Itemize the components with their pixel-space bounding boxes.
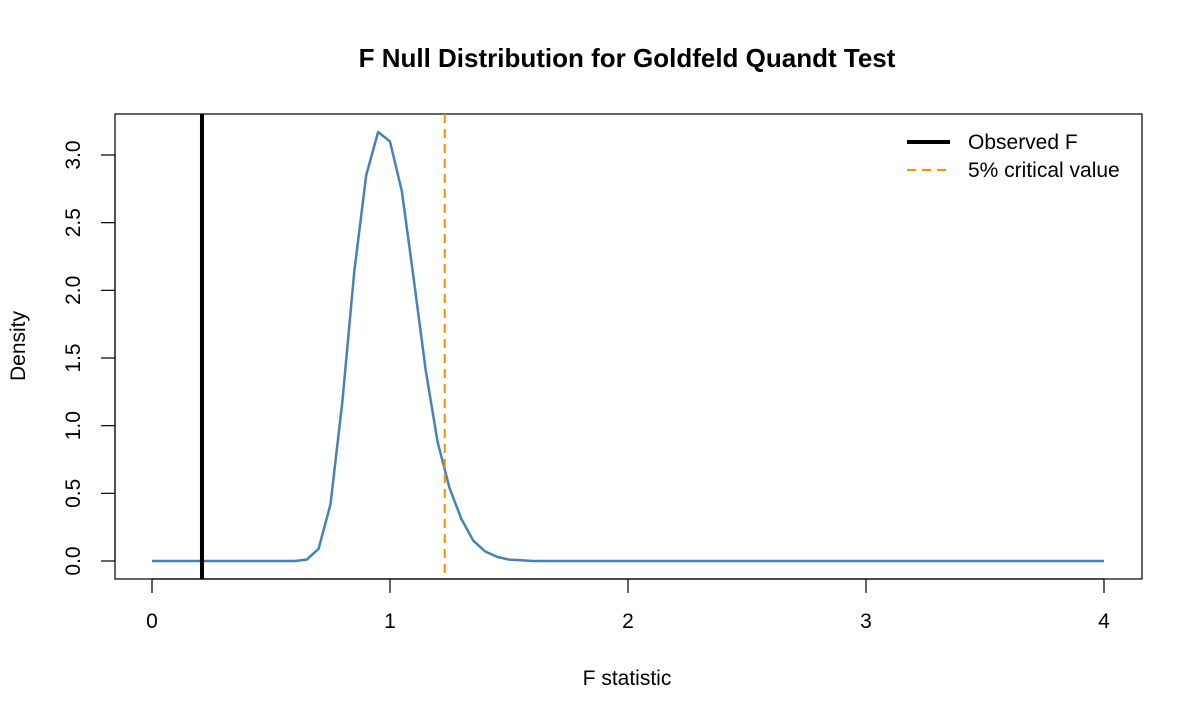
legend-label: Observed F [968, 131, 1078, 154]
y-tick-label: 0.5 [62, 479, 85, 508]
chart-title: F Null Distribution for Goldfeld Quandt … [359, 43, 896, 73]
x-tick-label: 4 [1098, 610, 1110, 633]
plot-content [152, 114, 1104, 579]
y-tick-label: 1.0 [62, 411, 85, 440]
density-curve [152, 130, 1104, 563]
legend: Observed F 5% critical value [907, 131, 1120, 182]
x-axis: 0 1 2 3 4 [146, 578, 1110, 633]
x-tick-label: 2 [622, 610, 634, 633]
x-tick-label: 0 [146, 610, 158, 633]
y-tick-label: 2.5 [62, 208, 85, 237]
y-tick-label: 1.5 [62, 343, 85, 372]
x-axis-label: F statistic [583, 667, 672, 690]
plot-frame [114, 113, 1143, 580]
y-tick-label: 3.0 [62, 140, 85, 169]
legend-label: 5% critical value [968, 159, 1120, 182]
x-tick-label: 3 [860, 610, 872, 633]
y-tick-label: 2.0 [62, 276, 85, 305]
y-tick-label: 0.0 [62, 546, 85, 575]
y-axis-label: Density [7, 310, 30, 381]
y-axis: 0.0 0.5 1.0 1.5 2.0 2.5 3.0 [62, 140, 116, 576]
x-tick-label: 1 [384, 610, 396, 633]
